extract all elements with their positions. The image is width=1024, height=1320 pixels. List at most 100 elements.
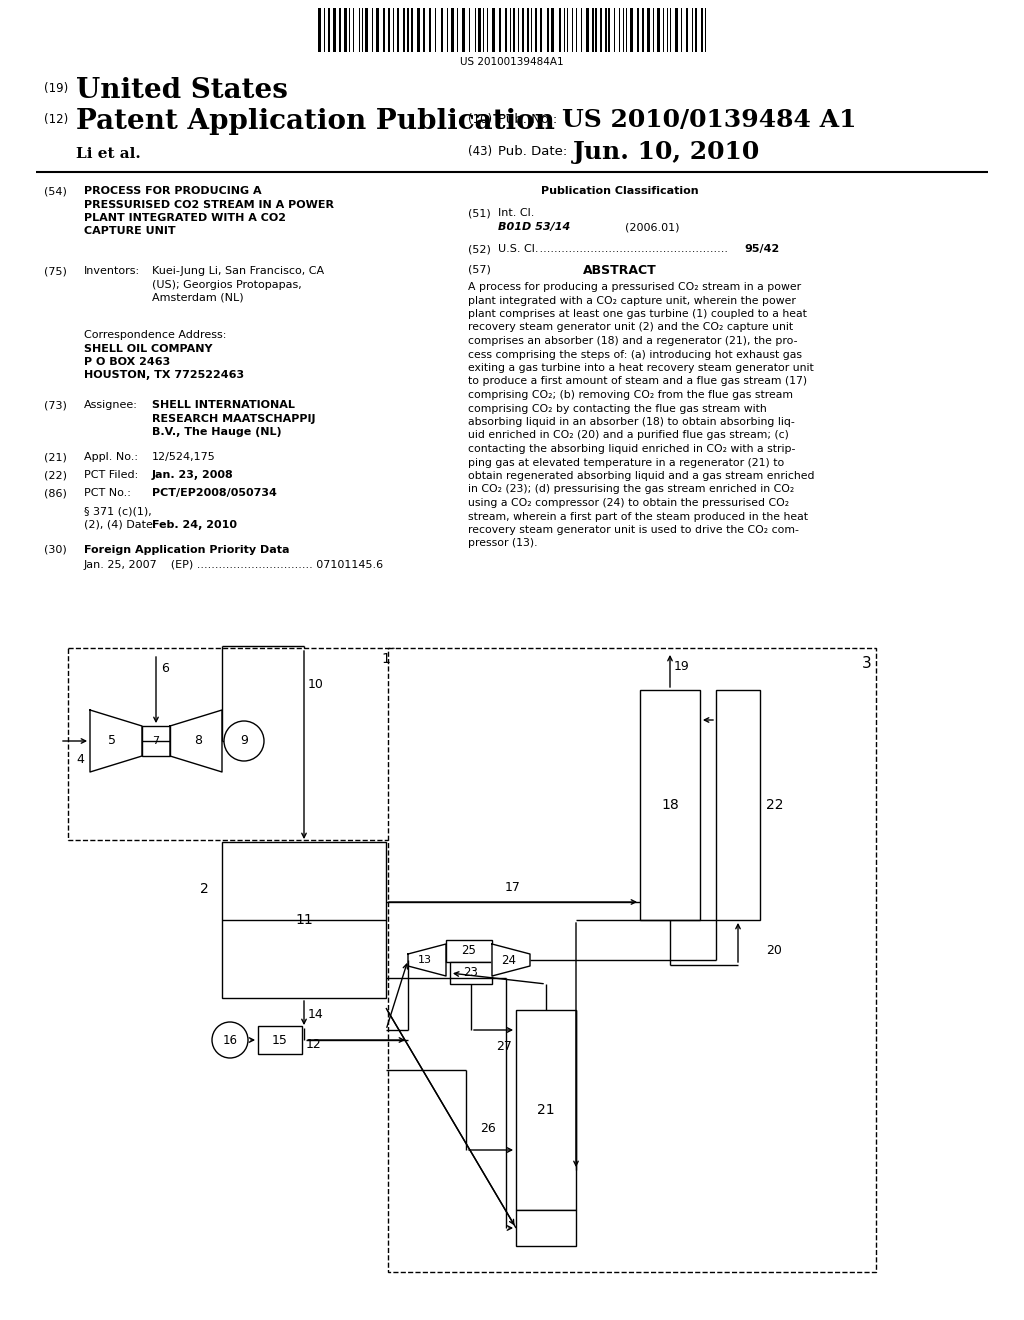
- Text: Jan. 23, 2008: Jan. 23, 2008: [152, 470, 233, 480]
- Text: Jun. 10, 2010: Jun. 10, 2010: [573, 140, 760, 164]
- Text: HOUSTON, TX 772522463: HOUSTON, TX 772522463: [84, 371, 244, 380]
- Bar: [637, 8, 639, 51]
- Text: (19): (19): [44, 82, 69, 95]
- Text: 27: 27: [496, 1040, 512, 1053]
- Text: § 371 (c)(1),: § 371 (c)(1),: [84, 506, 152, 516]
- Text: Jan. 25, 2007    (EP) ................................ 07101145.6: Jan. 25, 2007 (EP) .....................…: [84, 561, 384, 570]
- Bar: [478, 8, 481, 51]
- Polygon shape: [408, 944, 446, 975]
- Bar: [540, 8, 542, 51]
- Bar: [388, 8, 390, 51]
- Bar: [318, 8, 321, 51]
- Bar: [695, 8, 697, 51]
- Bar: [222, 842, 386, 998]
- Text: 13: 13: [418, 954, 432, 965]
- Text: pressor (13).: pressor (13).: [468, 539, 538, 549]
- Text: comprising CO₂ by contacting the flue gas stream with: comprising CO₂ by contacting the flue ga…: [468, 404, 767, 413]
- Bar: [429, 8, 431, 51]
- Bar: [344, 8, 347, 51]
- Bar: [657, 8, 660, 51]
- Text: U.S. Cl.: U.S. Cl.: [498, 244, 539, 253]
- Text: 5: 5: [108, 734, 116, 747]
- Text: PROCESS FOR PRODUCING A: PROCESS FOR PRODUCING A: [84, 186, 261, 195]
- Bar: [535, 8, 537, 51]
- Bar: [586, 8, 589, 51]
- Bar: [403, 8, 406, 51]
- Text: B.V., The Hauge (NL): B.V., The Hauge (NL): [152, 426, 282, 437]
- Text: 17: 17: [505, 880, 521, 894]
- Text: 24: 24: [502, 953, 516, 966]
- Text: PCT No.:: PCT No.:: [84, 488, 131, 498]
- Bar: [388, 648, 876, 1272]
- Text: PRESSURISED CO2 STREAM IN A POWER: PRESSURISED CO2 STREAM IN A POWER: [84, 199, 334, 210]
- Bar: [701, 8, 703, 51]
- Bar: [450, 962, 492, 983]
- Polygon shape: [492, 944, 530, 975]
- Text: (US); Georgios Protopapas,: (US); Georgios Protopapas,: [152, 280, 302, 289]
- Text: (86): (86): [44, 488, 67, 498]
- Text: uid enriched in CO₂ (20) and a purified flue gas stream; (c): uid enriched in CO₂ (20) and a purified …: [468, 430, 788, 441]
- Bar: [522, 8, 524, 51]
- Bar: [333, 8, 336, 51]
- Bar: [716, 690, 760, 920]
- Bar: [383, 8, 385, 51]
- Text: Li et al.: Li et al.: [76, 147, 140, 161]
- Bar: [492, 8, 495, 51]
- Text: 95/42: 95/42: [744, 244, 780, 253]
- Bar: [608, 8, 610, 51]
- Text: PCT Filed:: PCT Filed:: [84, 470, 138, 480]
- Bar: [407, 8, 409, 51]
- Bar: [499, 8, 501, 51]
- Text: (22): (22): [44, 470, 67, 480]
- Text: 10: 10: [308, 678, 324, 690]
- Text: in CO₂ (23); (d) pressurising the gas stream enriched in CO₂: in CO₂ (23); (d) pressurising the gas st…: [468, 484, 795, 495]
- Text: ....................................................: ........................................…: [536, 244, 728, 253]
- Text: (73): (73): [44, 400, 67, 411]
- Bar: [423, 8, 425, 51]
- Text: 12/524,175: 12/524,175: [152, 451, 216, 462]
- Text: PLANT INTEGRATED WITH A CO2: PLANT INTEGRATED WITH A CO2: [84, 213, 286, 223]
- Text: plant integrated with a CO₂ capture unit, wherein the power: plant integrated with a CO₂ capture unit…: [468, 296, 796, 305]
- Text: Appl. No.:: Appl. No.:: [84, 451, 138, 462]
- Text: Assignee:: Assignee:: [84, 400, 138, 411]
- Text: 16: 16: [222, 1034, 238, 1047]
- Text: 20: 20: [766, 944, 782, 957]
- Text: (54): (54): [44, 186, 67, 195]
- Text: 12: 12: [306, 1038, 322, 1051]
- Text: contacting the absorbing liquid enriched in CO₂ with a strip-: contacting the absorbing liquid enriched…: [468, 444, 796, 454]
- Text: Kuei-Jung Li, San Francisco, CA: Kuei-Jung Li, San Francisco, CA: [152, 267, 325, 276]
- Text: US 2010/0139484 A1: US 2010/0139484 A1: [562, 108, 856, 132]
- Text: 7: 7: [153, 737, 160, 746]
- Bar: [516, 1210, 575, 1246]
- Bar: [551, 8, 554, 51]
- Bar: [142, 726, 170, 756]
- Text: Patent Application Publication: Patent Application Publication: [76, 108, 555, 135]
- Bar: [640, 690, 700, 920]
- Bar: [68, 648, 394, 840]
- Bar: [397, 8, 399, 51]
- Bar: [630, 8, 633, 51]
- Text: (12): (12): [44, 114, 69, 125]
- Text: absorbing liquid in an absorber (18) to obtain absorbing liq-: absorbing liquid in an absorber (18) to …: [468, 417, 795, 426]
- Text: cess comprising the steps of: (a) introducing hot exhaust gas: cess comprising the steps of: (a) introd…: [468, 350, 802, 359]
- Polygon shape: [90, 710, 142, 772]
- Text: using a CO₂ compressor (24) to obtain the pressurised CO₂: using a CO₂ compressor (24) to obtain th…: [468, 498, 790, 508]
- Bar: [411, 8, 413, 51]
- Text: 1: 1: [381, 652, 390, 667]
- Text: 9: 9: [240, 734, 248, 747]
- Text: 2: 2: [200, 882, 208, 896]
- Bar: [505, 8, 507, 51]
- Text: 21: 21: [538, 1104, 555, 1117]
- Text: 26: 26: [480, 1122, 496, 1135]
- Text: (52): (52): [468, 244, 490, 253]
- Text: stream, wherein a first part of the steam produced in the heat: stream, wherein a first part of the stea…: [468, 511, 808, 521]
- Circle shape: [224, 721, 264, 762]
- Bar: [451, 8, 454, 51]
- Text: CAPTURE UNIT: CAPTURE UNIT: [84, 227, 176, 236]
- Bar: [592, 8, 594, 51]
- Text: comprises an absorber (18) and a regenerator (21), the pro-: comprises an absorber (18) and a regener…: [468, 337, 798, 346]
- Bar: [686, 8, 688, 51]
- Text: 6: 6: [161, 663, 169, 675]
- Bar: [675, 8, 678, 51]
- Text: 3: 3: [862, 656, 872, 671]
